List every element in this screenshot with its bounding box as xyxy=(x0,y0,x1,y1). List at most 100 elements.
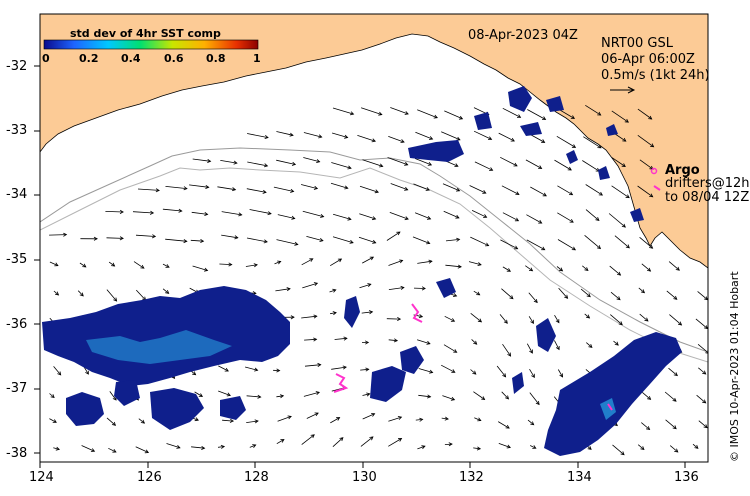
current-arrowhead xyxy=(426,340,431,345)
current-arrowhead xyxy=(262,189,267,194)
current-arrowhead xyxy=(229,418,235,423)
sst-patch-mid2 xyxy=(400,346,424,374)
current-arrow xyxy=(334,337,347,340)
current-arrowhead xyxy=(567,166,572,171)
current-arrow xyxy=(582,160,600,172)
current-arrow xyxy=(217,186,236,191)
current-arrowhead xyxy=(320,214,325,218)
sst-patch-sw1 xyxy=(66,392,104,426)
current-arrowhead xyxy=(393,338,399,343)
current-arrow xyxy=(471,339,477,345)
current-arrowhead xyxy=(705,349,708,354)
drifters-legend-line2: to 08/04 12Z xyxy=(665,190,750,205)
current-arrowhead xyxy=(625,194,630,199)
current-arrow xyxy=(500,156,518,167)
current-arrowhead xyxy=(477,262,482,266)
current-arrow xyxy=(330,417,340,424)
current-arrowhead xyxy=(57,371,62,376)
current-arrow xyxy=(414,158,432,166)
current-arrowhead xyxy=(448,442,453,447)
current-arrowhead xyxy=(309,258,314,262)
current-arrowhead xyxy=(483,214,488,218)
current-arrow xyxy=(418,394,431,398)
current-arrowhead xyxy=(624,118,629,123)
current-arrowhead xyxy=(350,111,355,116)
current-arrowhead xyxy=(400,139,405,143)
current-arrow xyxy=(586,342,593,348)
current-arrowhead xyxy=(404,186,409,191)
current-arrowhead xyxy=(253,263,258,268)
current-arrowhead xyxy=(343,336,348,341)
current-arrowhead xyxy=(233,160,238,165)
current-arrowhead xyxy=(453,349,458,353)
current-arrow xyxy=(692,443,699,449)
current-arrow xyxy=(469,185,486,194)
current-arrowhead xyxy=(194,417,199,422)
current-arrowhead xyxy=(513,162,518,167)
current-arrowhead xyxy=(228,262,233,267)
current-arrowhead xyxy=(290,188,295,193)
current-arrow xyxy=(360,436,374,447)
current-arrowhead xyxy=(336,417,341,421)
current-arrow xyxy=(413,183,430,191)
current-arrow xyxy=(441,364,455,373)
current-arrowhead xyxy=(427,161,433,166)
current-arrow xyxy=(358,236,376,244)
current-arrow xyxy=(247,133,269,138)
current-arrowhead xyxy=(649,193,654,198)
sst-patches xyxy=(42,86,682,456)
current-arrow xyxy=(611,110,629,123)
current-arrow xyxy=(138,418,145,424)
current-arrowhead xyxy=(313,337,318,342)
current-arrowhead xyxy=(332,311,337,316)
land-mass xyxy=(40,14,708,269)
current-arrowhead xyxy=(369,256,375,261)
current-arrow xyxy=(669,314,682,326)
current-arrow xyxy=(276,159,296,165)
current-arrow xyxy=(499,314,508,324)
current-arrow xyxy=(637,185,653,198)
current-arrowhead xyxy=(378,111,383,116)
colorbar-tick-3: 0.6 xyxy=(164,52,184,65)
current-arrowhead xyxy=(477,417,482,422)
valid-time-label: 06-Apr 06:00Z xyxy=(601,52,695,67)
current-arrowhead xyxy=(252,444,257,448)
current-arrow xyxy=(359,213,376,220)
current-arrow xyxy=(390,107,409,115)
drifter-tracks xyxy=(333,185,661,411)
current-arrow xyxy=(415,419,423,421)
sst-patch-west-cyan xyxy=(86,330,232,364)
scale-label: 0.5m/s (1kt 24h) xyxy=(601,68,710,83)
current-arrow xyxy=(444,110,463,120)
current-arrow xyxy=(303,391,320,397)
argo-symbol xyxy=(650,167,658,175)
current-arrowhead xyxy=(291,215,296,220)
current-arrow xyxy=(642,392,651,400)
current-arrowhead xyxy=(201,445,206,450)
current-arrow xyxy=(609,265,621,276)
current-arrow xyxy=(332,437,344,447)
current-arrowhead xyxy=(618,321,623,326)
sst-patch-sw4 xyxy=(114,380,140,406)
current-arrow xyxy=(530,445,536,449)
current-arrowhead xyxy=(111,421,117,426)
current-arrow xyxy=(582,265,589,271)
current-arrowhead xyxy=(444,416,449,421)
current-arrow xyxy=(390,183,408,191)
current-arrowhead xyxy=(482,189,487,194)
x-tick-label: 128 xyxy=(244,470,269,485)
current-arrow xyxy=(641,263,651,272)
current-arrowhead xyxy=(366,392,371,397)
credit-label: © IMOS 10-Apr-2023 01:04 Hobart xyxy=(728,271,741,462)
current-arrow xyxy=(276,395,284,398)
current-arrow xyxy=(162,208,182,212)
current-arrowhead xyxy=(531,373,535,378)
current-arrow xyxy=(388,260,403,266)
current-arrow xyxy=(133,261,145,269)
plot-frame xyxy=(39,13,709,463)
current-arrowhead xyxy=(433,114,438,119)
current-arrow xyxy=(501,288,514,300)
current-arrowhead xyxy=(516,114,522,118)
current-arrowhead xyxy=(369,436,374,441)
current-arrow xyxy=(473,290,480,296)
